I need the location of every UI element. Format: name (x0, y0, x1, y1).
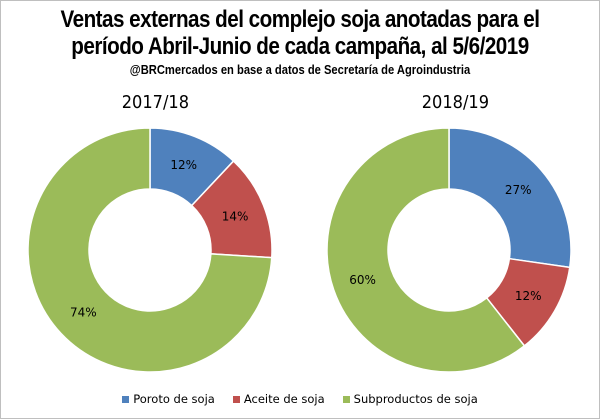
donut-title-2017-18: 2017/18 (121, 92, 190, 113)
data-label-subproductos: 60% (349, 273, 376, 287)
donut-slice-subproductos (326, 127, 526, 373)
legend-swatch-poroto (122, 395, 130, 403)
data-label-poroto: 12% (170, 158, 197, 172)
data-label-poroto: 27% (505, 183, 532, 197)
donut-slice-subproductos (27, 127, 273, 373)
legend-label-aceite: Aceite de soja (243, 392, 325, 406)
legend-item-subproductos: Subproductos de soja (342, 392, 478, 406)
legend-label-poroto: Poroto de soja (133, 392, 215, 406)
donut-title-2018-19: 2018/19 (421, 92, 490, 113)
chart-subtitle: @BRCmercados en base a datos de Secretar… (129, 62, 471, 77)
donut-slice-poroto (448, 127, 572, 269)
legend-swatch-aceite (232, 395, 240, 403)
legend-label-subproductos: Subproductos de soja (353, 392, 478, 406)
data-label-aceite: 14% (222, 209, 249, 223)
legend-item-poroto: Poroto de soja (122, 392, 215, 406)
chart-title-line-1: Ventas externas del complejo soja anotad… (60, 6, 540, 33)
legend: Poroto de soja Aceite de soja Subproduct… (0, 392, 600, 406)
legend-item-aceite: Aceite de soja (232, 392, 325, 406)
data-label-subproductos: 74% (70, 306, 97, 320)
legend-swatch-subproductos (342, 395, 350, 403)
chart-title-line-2: período Abril-Junio de cada campaña, al … (71, 33, 529, 60)
donut-chart-2018-19: 27% 12% 60% (326, 127, 572, 373)
donut-chart-2017-18: 12% 14% 74% (27, 127, 273, 373)
data-label-aceite: 12% (515, 289, 542, 303)
